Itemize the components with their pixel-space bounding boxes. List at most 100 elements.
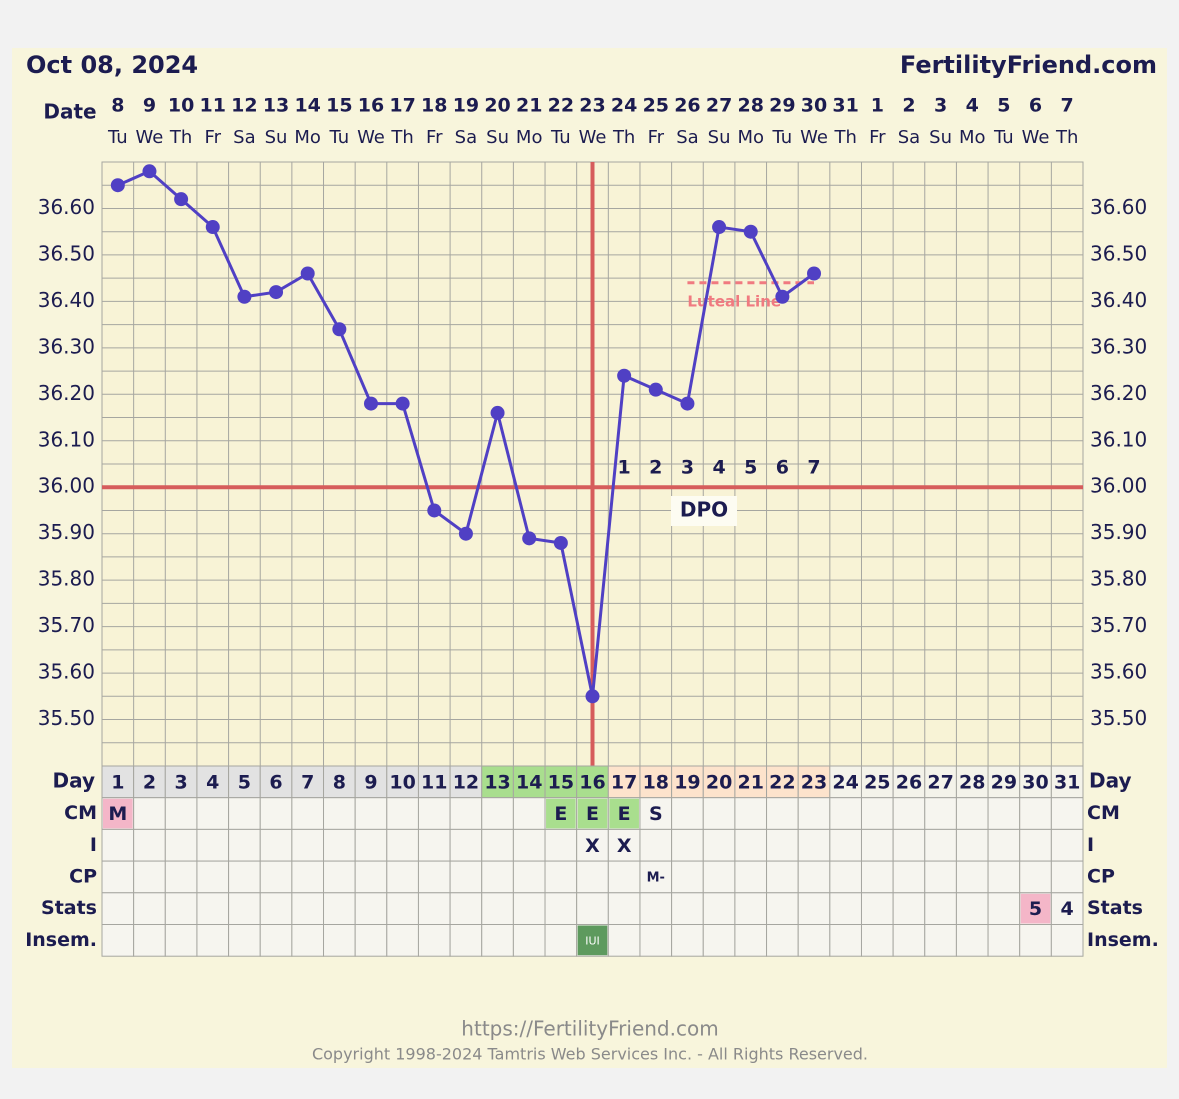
day-number: 28 <box>959 771 985 793</box>
table-cell <box>228 924 261 957</box>
table-cell <box>860 860 894 894</box>
table-cell <box>1019 924 1052 957</box>
table-cell <box>766 797 799 830</box>
table-cell <box>829 797 862 830</box>
table-cell <box>576 860 609 894</box>
weekday-label: Sa <box>676 127 698 148</box>
dpo-number: 7 <box>807 457 820 479</box>
table-cell <box>671 924 704 957</box>
day-number: 9 <box>364 771 377 793</box>
table-cell <box>1019 860 1052 894</box>
date-label: 13 <box>263 95 289 117</box>
site-name: FertilityFriend.com <box>900 51 1157 79</box>
luteal-label: Luteal Line <box>687 292 781 310</box>
y-tick-label-right: 35.90 <box>1090 520 1147 544</box>
y-tick-label-right: 36.60 <box>1090 195 1147 219</box>
table-cell <box>860 797 894 830</box>
weekday-label: Su <box>486 127 509 148</box>
cell-highlight <box>609 798 639 829</box>
temperature-point <box>237 289 252 304</box>
dpo-label: DPO <box>680 498 728 522</box>
weekday-label: Mo <box>737 127 764 148</box>
day-cell <box>386 765 419 799</box>
table-cell <box>892 828 926 862</box>
day-number: 16 <box>579 771 605 793</box>
cell-text: IUI <box>585 934 600 947</box>
day-cell <box>797 765 831 799</box>
table-cell <box>1019 797 1052 830</box>
weekday-label: Sa <box>455 127 477 148</box>
day-cell <box>544 765 578 799</box>
date-label: 22 <box>548 95 574 117</box>
y-tick-label-right: 35.80 <box>1090 567 1147 591</box>
row-label-right: Insem. <box>1087 929 1159 951</box>
table-cell <box>259 892 293 925</box>
table-cell <box>228 892 261 925</box>
table-cell <box>860 892 894 925</box>
day-number: 24 <box>832 771 858 793</box>
table-cell <box>1050 924 1084 957</box>
row-label-right: CM <box>1087 802 1120 824</box>
y-tick-label: 36.10 <box>38 427 95 451</box>
table-cell <box>892 860 926 894</box>
y-tick-label-right: 36.50 <box>1090 241 1147 265</box>
day-cell <box>860 765 894 799</box>
weekday-label: Su <box>265 127 288 148</box>
table-cell <box>829 892 862 925</box>
date-label: 3 <box>934 95 947 117</box>
day-number: 29 <box>991 771 1017 793</box>
table-cell <box>449 797 483 830</box>
weekday-label: We <box>579 127 607 148</box>
table-cell <box>924 860 957 894</box>
day-cell <box>417 765 451 799</box>
date-label: Date <box>43 100 96 124</box>
table-cell <box>734 892 768 925</box>
temperature-point <box>743 224 758 239</box>
weekday-label: Mo <box>294 127 321 148</box>
table-cell <box>829 860 862 894</box>
temperature-point <box>648 382 663 397</box>
temperature-point <box>395 396 410 411</box>
table-cell <box>354 797 388 830</box>
table-cell <box>386 860 419 894</box>
table-cell <box>987 797 1021 830</box>
date-label: 5 <box>997 95 1010 117</box>
table-cell <box>259 797 293 830</box>
date-label: 9 <box>143 95 156 117</box>
y-tick-label-right: 36.10 <box>1090 427 1147 451</box>
day-number: 17 <box>611 771 637 793</box>
weekday-label: Tu <box>550 127 571 148</box>
date-label: 16 <box>358 95 384 117</box>
table-cell <box>639 828 673 862</box>
day-cell <box>576 765 609 799</box>
table-cell <box>228 828 261 862</box>
date-label: 19 <box>453 95 479 117</box>
y-tick-label-right: 35.70 <box>1090 613 1147 637</box>
table-cell <box>924 924 957 957</box>
date-label: 15 <box>326 95 352 117</box>
table-cell <box>544 828 578 862</box>
temperature-point <box>332 322 347 337</box>
day-number: 18 <box>643 771 669 793</box>
y-tick-label-right: 35.60 <box>1090 660 1147 684</box>
cell-highlight <box>103 798 133 829</box>
day-cell <box>196 765 230 799</box>
table-cell <box>386 924 419 957</box>
table-cell <box>101 860 135 894</box>
table-cell <box>354 924 388 957</box>
table-cell <box>323 828 356 862</box>
date-label: 10 <box>168 95 194 117</box>
dpo-number: 3 <box>681 457 694 479</box>
temperature-point <box>269 285 284 300</box>
day-number: 21 <box>737 771 763 793</box>
day-number: 15 <box>548 771 574 793</box>
table-cell <box>829 828 862 862</box>
weekday-label: Th <box>169 127 192 148</box>
day-number: 19 <box>674 771 700 793</box>
temperature-point <box>142 164 157 179</box>
table-cell <box>671 797 704 830</box>
temperature-point <box>585 689 600 704</box>
temperature-point <box>807 266 822 281</box>
table-cell <box>607 860 641 894</box>
